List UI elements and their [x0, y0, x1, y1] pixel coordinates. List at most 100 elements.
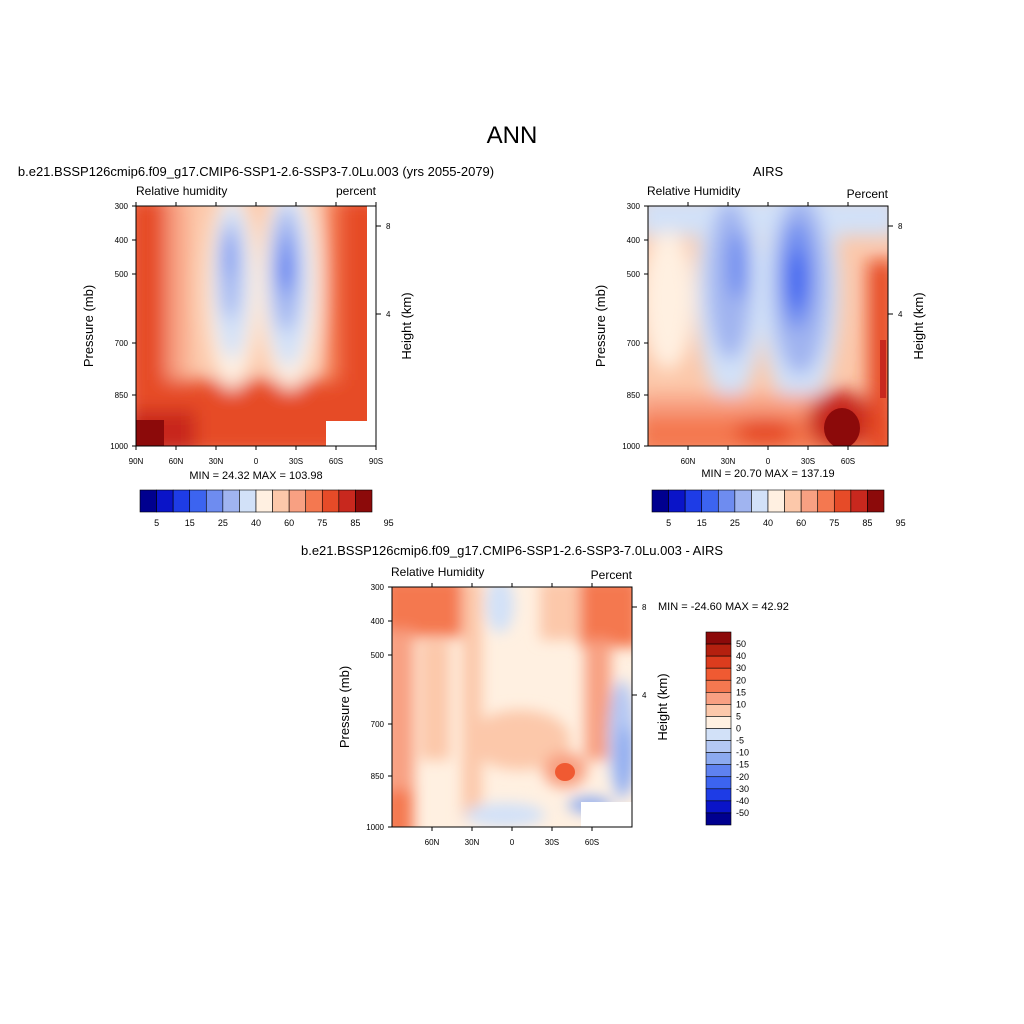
colorbar-swatch [668, 489, 686, 513]
colorbar-label: -20 [736, 772, 749, 782]
y2-tick-label: 4 [386, 310, 391, 319]
colorbar-label: 75 [829, 518, 839, 528]
panel-model-y2label: Height (km) [399, 292, 414, 359]
panel-model-ylabel: Pressure (mb) [81, 285, 96, 367]
y2-tick-label: 8 [898, 222, 903, 231]
colorbar-label: 5 [666, 518, 671, 528]
y-tick-label: 400 [115, 236, 129, 245]
panel-airs-y2label: Height (km) [911, 292, 926, 359]
colorbar-swatch [205, 489, 224, 513]
y-tick-label: 400 [627, 236, 641, 245]
colorbar-swatch [684, 489, 703, 513]
colorbar-swatch [705, 704, 732, 717]
x-tick-label: 30N [721, 457, 736, 466]
colorbar-label: 15 [185, 518, 195, 528]
x-tick-label: 90N [129, 457, 144, 466]
colorbar-label: 5 [154, 518, 159, 528]
y-tick-label: 700 [115, 339, 129, 348]
y-tick-label: 400 [371, 617, 385, 626]
panel-diff-title: b.e21.BSSP126cmip6.f09_g17.CMIP6-SSP1-2.… [301, 543, 723, 558]
x-tick-label: 30N [209, 457, 224, 466]
colorbar-swatch [850, 489, 868, 513]
colorbar-label: -5 [736, 736, 744, 746]
colorbar-swatch [189, 489, 207, 513]
panel-diff-left-label: Relative Humidity [391, 565, 484, 579]
colorbar-label: 30 [736, 663, 746, 673]
y-tick-label: 1000 [622, 442, 640, 451]
colorbar-label: 25 [730, 518, 740, 528]
colorbar-swatch [255, 489, 273, 513]
panel-airs-ticks: 300 400 500 700 850 1000 8 4 60N 30N 0 30S 60S [622, 202, 903, 466]
y-tick-label: 850 [627, 391, 641, 400]
colorbar-swatch [800, 489, 819, 513]
panel-model-title: b.e21.BSSP126cmip6.f09_g17.CMIP6-SSP1-2.… [18, 164, 494, 179]
y-tick-label: 300 [371, 583, 385, 592]
panel-model-field [136, 206, 376, 446]
panel-diff-stats: MIN = -24.60 MAX = 42.92 [658, 601, 789, 613]
colorbar-swatch [222, 489, 240, 513]
colorbar-swatch [156, 489, 174, 513]
colorbar-swatch [705, 728, 732, 741]
panel-model-ticks: 300 400 500 700 850 1000 8 4 90N 60N 30N 0 30S 60S 90S [110, 202, 391, 466]
colorbar-label: 15 [736, 687, 746, 697]
colorbar-swatch [172, 489, 191, 513]
panel-diff-y2label: Height (km) [655, 673, 670, 740]
colorbar-label: 75 [317, 518, 327, 528]
colorbar-label: -40 [736, 796, 749, 806]
x-tick-label: 60N [681, 457, 696, 466]
y-tick-label: 300 [115, 202, 129, 211]
colorbar-swatch [705, 679, 732, 693]
colorbar-swatch [867, 489, 885, 513]
colorbar-swatch [734, 489, 752, 513]
colorbar-swatch [705, 631, 732, 645]
panel-model-stats: MIN = 24.32 MAX = 103.98 [189, 470, 322, 482]
panel-model-left-label: Relative humidity [136, 184, 227, 198]
colorbar-label: 85 [862, 518, 872, 528]
colorbar-swatch [717, 489, 736, 513]
colorbar-swatch [784, 489, 802, 513]
x-tick-label: 0 [766, 457, 771, 466]
colorbar-swatch [705, 764, 732, 778]
panel-diff: b.e21.BSSP126cmip6.f09_g17.CMIP6-SSP1-2.… [301, 543, 789, 847]
x-tick-label: 30S [289, 457, 303, 466]
x-tick-label: 30S [545, 838, 559, 847]
colorbar-swatch [288, 489, 307, 513]
colorbar-swatch [751, 489, 769, 513]
colorbar-swatch [139, 489, 157, 513]
y-tick-label: 850 [371, 772, 385, 781]
panel-airs-field [648, 206, 888, 446]
y2-tick-label: 8 [386, 222, 391, 231]
y2-tick-label: 4 [642, 691, 647, 700]
colorbar-swatch [355, 489, 373, 513]
colorbar-label: 0 [736, 724, 741, 734]
x-tick-label: 60S [841, 457, 855, 466]
colorbar-label: 5 [736, 711, 741, 721]
figure-title: ANN [487, 122, 538, 149]
y-tick-label: 700 [371, 720, 385, 729]
x-tick-label: 90S [369, 457, 383, 466]
y-tick-label: 500 [371, 651, 385, 660]
colorbar-label: 40 [736, 651, 746, 661]
colorbar-label: 15 [697, 518, 707, 528]
colorbar-swatch [338, 489, 356, 513]
colorbar-swatch [239, 489, 257, 513]
y-tick-label: 700 [627, 339, 641, 348]
panel-model: b.e21.BSSP126cmip6.f09_g17.CMIP6-SSP1-2.… [18, 164, 494, 528]
panel-airs-ylabel: Pressure (mb) [593, 285, 608, 367]
x-tick-label: 0 [510, 838, 515, 847]
colorbar-swatch [651, 489, 669, 513]
y-tick-label: 850 [115, 391, 129, 400]
y-tick-label: 1000 [366, 823, 384, 832]
colorbar-swatch [321, 489, 340, 513]
colorbar-swatch [705, 667, 732, 681]
colorbar-swatch [705, 752, 732, 765]
colorbar-label: 20 [736, 675, 746, 685]
colorbar-swatch [705, 655, 732, 669]
colorbar-swatch [705, 812, 732, 826]
y-tick-label: 500 [627, 270, 641, 279]
colorbar-label: -15 [736, 760, 749, 770]
colorbar-swatch [817, 489, 835, 513]
x-tick-label: 60N [169, 457, 184, 466]
colorbar-label: 40 [251, 518, 261, 528]
